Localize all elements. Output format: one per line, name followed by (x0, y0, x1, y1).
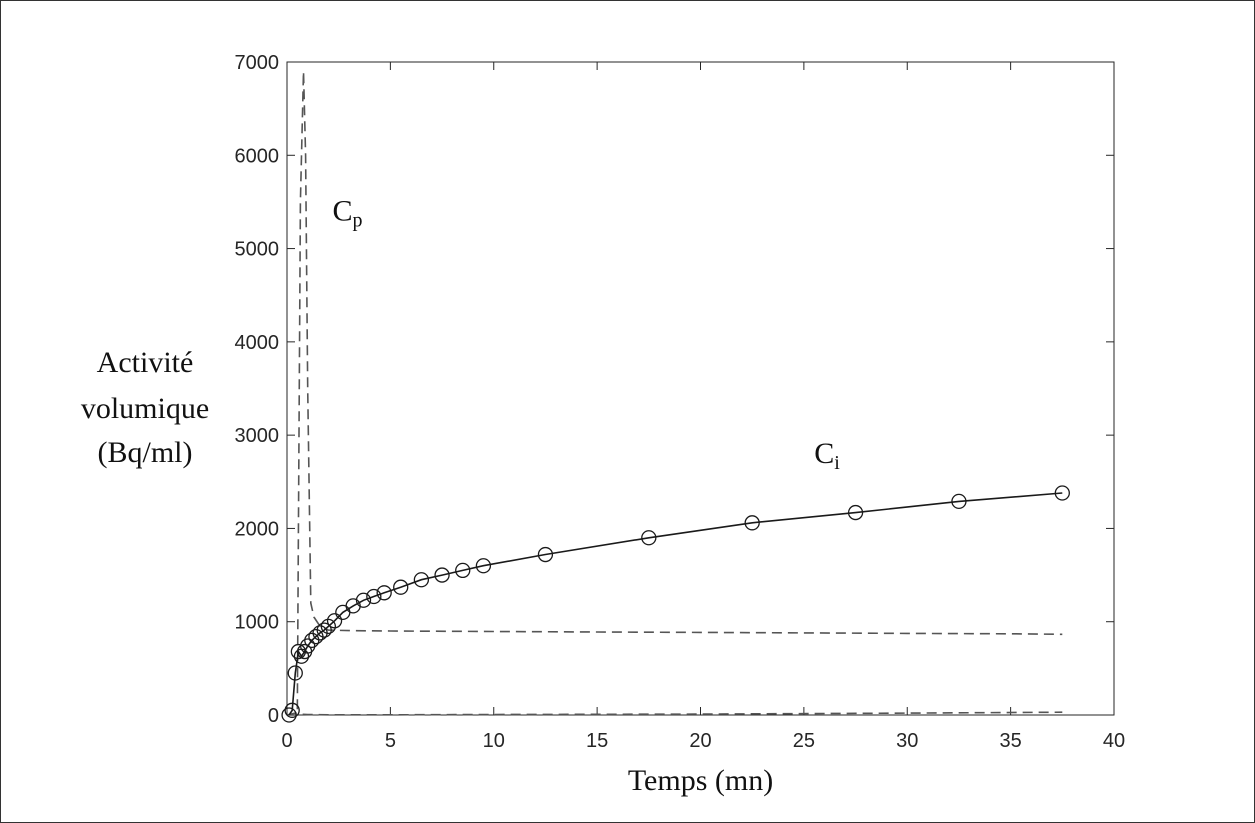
x-tick-label-5: 25 (793, 730, 815, 752)
axes-layer: 0 5 10 15 20 25 30 35 40 0 1000 2000 3000 4000 5000 600… (235, 52, 1126, 752)
series-2-point-19 (413, 572, 430, 588)
y-tick-label-4: 4000 (235, 332, 280, 354)
series-2-point-21 (455, 562, 471, 579)
series-2-point-23 (537, 546, 554, 563)
series-line-2 (288, 492, 1063, 716)
x-tick-label-6: 30 (896, 730, 918, 752)
series-2-point-11 (320, 618, 337, 635)
y-tick-label-3: 3000 (235, 425, 280, 447)
series-2-point-15 (355, 592, 372, 608)
y-tick-label-0: 0 (268, 705, 279, 727)
x-axis-label: Temps (mn) (628, 764, 773, 797)
series-2-point-18 (393, 579, 409, 595)
x-tick-label-7: 35 (1000, 730, 1022, 752)
plot-box (286, 61, 1115, 716)
series-line-0 (287, 71, 1063, 716)
series-line-1 (286, 711, 1063, 716)
label-layer: Temps (mn) Activité volumique (Bq/ml) Cp… (81, 195, 840, 797)
series-2-point-1 (284, 702, 300, 718)
x-tick-label-8: 40 (1103, 730, 1125, 752)
series-2-point-12 (326, 613, 343, 629)
y-tick-label-7: 7000 (235, 52, 280, 74)
series-2-point-3 (290, 643, 307, 660)
y-tick-label-1: 1000 (235, 612, 280, 634)
y-tick-label-2: 2000 (235, 518, 280, 540)
y-axis-label-line-3: (Bq/ml) (98, 436, 193, 469)
annotation-cp: Cp (332, 195, 362, 232)
series-2-point-0 (281, 707, 297, 723)
y-tick-label-6: 6000 (235, 145, 280, 167)
annotation-ci: Ci (814, 437, 840, 474)
series-layer (281, 71, 1070, 723)
y-axis-label-line-2: volumique (81, 392, 209, 425)
series-2-point-22 (475, 558, 492, 574)
x-tick-label-0: 0 (281, 730, 292, 752)
y-axis-label-line-1: Activité (97, 346, 194, 379)
series-2-point-16 (366, 588, 382, 605)
x-tick-label-1: 5 (385, 730, 396, 752)
x-tick-label-4: 20 (689, 730, 711, 752)
series-2-point-2 (287, 665, 303, 681)
series-2-point-17 (376, 585, 392, 601)
series-2-point-28 (1054, 485, 1070, 501)
series-2-point-20 (434, 567, 450, 583)
series-2-point-26 (847, 504, 864, 521)
series-2-point-10 (316, 622, 332, 638)
x-tick-label-3: 15 (586, 730, 608, 752)
series-2-point-25 (744, 515, 760, 531)
series-2-point-6 (300, 638, 316, 654)
x-tick-label-2: 10 (483, 730, 505, 752)
series-2-point-24 (641, 530, 657, 546)
series-2-point-27 (951, 493, 967, 510)
y-tick-label-5: 5000 (235, 239, 280, 261)
